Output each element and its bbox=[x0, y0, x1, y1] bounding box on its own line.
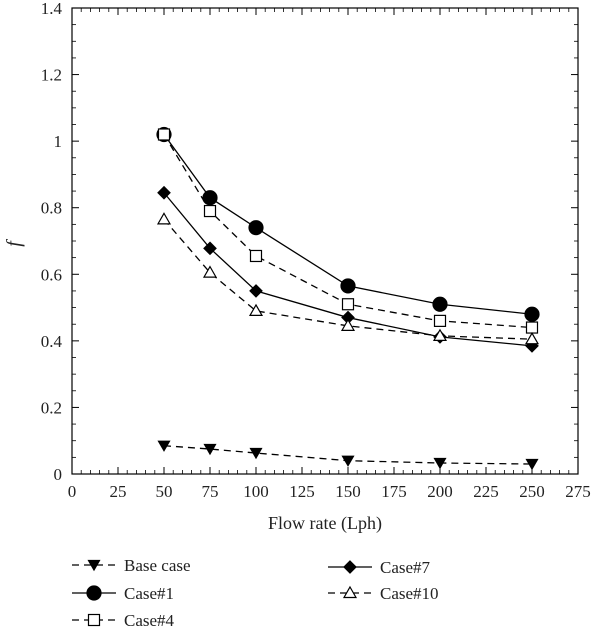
x-tick-label: 100 bbox=[243, 482, 269, 501]
series-lines bbox=[163, 134, 533, 465]
tick-labels: 0 25 50 75 100 125 150 175 200 225 250 275 0 0.2 0.4 0.… bbox=[41, 0, 591, 501]
y-tick-label: 1.4 bbox=[41, 0, 63, 18]
legend-marker-4 bbox=[342, 585, 358, 599]
y-tick-label: 1.2 bbox=[41, 66, 62, 85]
data-point-series-0 bbox=[525, 458, 539, 471]
data-point-series-0 bbox=[203, 443, 217, 456]
data-point-series-0 bbox=[157, 440, 171, 452]
x-tick-label: 225 bbox=[473, 482, 499, 501]
data-point-series-1 bbox=[524, 306, 540, 322]
x-tick-label: 200 bbox=[427, 482, 453, 501]
data-point-series-1 bbox=[248, 220, 264, 236]
data-point-series-1 bbox=[202, 190, 218, 206]
series-line-3 bbox=[163, 192, 533, 347]
data-point-series-4 bbox=[524, 331, 540, 345]
x-tick-label: 150 bbox=[335, 482, 361, 501]
data-point-series-4 bbox=[432, 328, 448, 341]
data-point-series-4 bbox=[248, 303, 264, 316]
axis-ticks bbox=[71, 7, 579, 475]
legend-label-2: Case#4 bbox=[124, 611, 175, 627]
x-tick-label: 175 bbox=[381, 482, 407, 501]
data-point-series-2 bbox=[341, 298, 355, 311]
x-axis-title: Flow rate (Lph) bbox=[268, 513, 382, 534]
data-point-series-2 bbox=[525, 321, 539, 334]
data-point-series-0 bbox=[341, 455, 355, 467]
data-point-series-1 bbox=[432, 296, 448, 312]
y-tick-label: 0.8 bbox=[41, 199, 62, 218]
data-point-series-4 bbox=[340, 318, 356, 331]
x-tick-label: 250 bbox=[519, 482, 545, 501]
plot-frame bbox=[71, 7, 579, 475]
x-tick-label: 275 bbox=[565, 482, 591, 501]
legend-marker-0 bbox=[87, 559, 101, 572]
data-point-series-3 bbox=[157, 185, 171, 200]
data-point-series-3 bbox=[249, 284, 263, 298]
series-line-2 bbox=[163, 134, 533, 329]
data-point-series-3 bbox=[203, 241, 217, 256]
y-tick-label: 0.4 bbox=[41, 332, 63, 351]
plot-border bbox=[71, 7, 579, 475]
data-point-series-4 bbox=[156, 212, 172, 225]
series-line-1 bbox=[163, 134, 533, 315]
legend-marker-1 bbox=[86, 585, 102, 601]
data-point-series-2 bbox=[203, 204, 217, 218]
data-point-series-4 bbox=[202, 265, 218, 278]
data-point-series-2 bbox=[157, 128, 171, 141]
y-axis-title: f bbox=[3, 239, 25, 247]
data-point-series-2 bbox=[249, 249, 263, 263]
y-tick-label: 1 bbox=[54, 132, 63, 151]
series-line-0 bbox=[163, 445, 533, 465]
legend-marker-2 bbox=[87, 613, 101, 627]
y-tick-label: 0.2 bbox=[41, 398, 62, 417]
legend-label-0: Base case bbox=[124, 556, 191, 575]
legend-label-4: Case#10 bbox=[380, 584, 439, 603]
x-tick-label: 125 bbox=[289, 482, 315, 501]
data-point-series-2 bbox=[433, 314, 447, 327]
data-point-series-0 bbox=[433, 457, 447, 470]
data-point-series-1 bbox=[340, 278, 356, 294]
legend-label-1: Case#1 bbox=[124, 584, 174, 603]
legend-marker-3 bbox=[343, 560, 357, 574]
series-markers bbox=[156, 126, 540, 471]
x-tick-label: 75 bbox=[202, 482, 219, 501]
data-point-series-0 bbox=[249, 447, 263, 460]
legend-label-3: Case#7 bbox=[380, 558, 431, 577]
legend: Base case Case#1 Case#4 Case#7 Case#10 bbox=[72, 556, 439, 627]
x-tick-label: 0 bbox=[68, 482, 77, 501]
y-tick-label: 0.6 bbox=[41, 265, 62, 284]
x-tick-label: 25 bbox=[110, 482, 127, 501]
y-tick-label: 0 bbox=[54, 465, 63, 484]
x-tick-label: 50 bbox=[156, 482, 173, 501]
